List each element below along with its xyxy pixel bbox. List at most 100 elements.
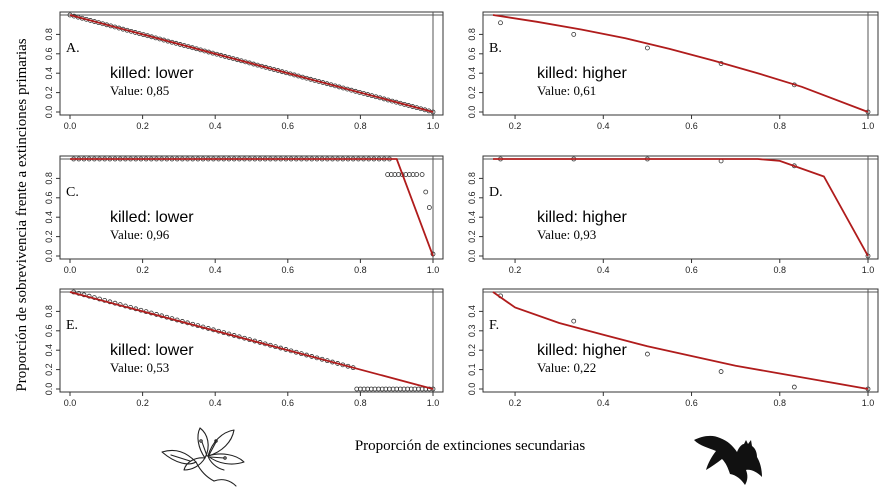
y-tick-label: 0.2 — [467, 344, 477, 357]
x-tick-label: 0.4 — [597, 121, 610, 131]
x-tick-label: 1.0 — [862, 398, 875, 408]
y-axis-label: Proporción de sobrevivencia frente a ext… — [14, 38, 30, 391]
x-tick-label: 1.0 — [862, 121, 875, 131]
y-tick-label: 0.8 — [44, 305, 54, 318]
plot-frame — [59, 288, 444, 393]
x-tick-label: 0.6 — [685, 121, 698, 131]
x-tick-label: 0.2 — [136, 265, 149, 275]
y-tick-label: 0.6 — [467, 192, 477, 205]
y-tick-label: 0.8 — [467, 172, 477, 185]
x-tick-label: 0.8 — [354, 265, 367, 275]
panel-f: 0.2 0.4 0.6 0.8 1.0 0.0 0.1 0.2 0.3 0.4 F. killed: … — [467, 288, 879, 408]
killed-label: killed: lower — [110, 342, 194, 359]
data-point — [571, 32, 577, 37]
y-tick-label: 0.6 — [44, 192, 54, 205]
fit-curve — [69, 291, 434, 390]
data-point — [791, 384, 797, 390]
killed-label: killed: lower — [110, 65, 194, 82]
x-tick-label: 1.0 — [862, 265, 875, 275]
y-tick-label: 0.2 — [44, 363, 54, 376]
y-tick-label: 0.0 — [44, 383, 54, 396]
data-point — [645, 351, 650, 357]
data-point — [426, 205, 432, 210]
y-tick-label: 0.1 — [467, 363, 477, 376]
value-label: Value: 0,53 — [110, 360, 169, 375]
plot-frame — [482, 155, 879, 260]
y-tick-label: 0.2 — [44, 230, 54, 243]
x-tick-label: 0.2 — [509, 398, 522, 408]
data-point — [430, 251, 436, 257]
y-tick-label: 0.4 — [44, 67, 54, 80]
x-axis-label: Proporción de extinciones secundarias — [355, 438, 586, 454]
x-tick-label: 0.6 — [685, 398, 698, 408]
y-tick-label: 0.3 — [467, 325, 477, 338]
x-tick-label: 0.4 — [597, 398, 610, 408]
panel-c: 0.0 0.2 0.4 0.6 0.8 1.0 0.0 0.2 0.4 0.6 0.8 C. kille… — [44, 155, 444, 275]
value-label: Value: 0,22 — [537, 360, 596, 375]
plot-frame — [482, 288, 879, 393]
panel-letter: E. — [66, 318, 78, 333]
value-label: Value: 0,61 — [537, 83, 596, 98]
x-tick-label: 1.0 — [427, 398, 440, 408]
x-tick-label: 0.2 — [509, 121, 522, 131]
killed-label: killed: higher — [537, 209, 628, 226]
y-tick-label: 0.8 — [44, 172, 54, 185]
y-tick-label: 0.8 — [467, 28, 477, 41]
data-point — [498, 20, 503, 26]
fit-curve — [492, 14, 869, 113]
y-tick-label: 0.4 — [44, 211, 54, 224]
data-point — [423, 189, 429, 195]
killed-label: killed: higher — [537, 342, 628, 359]
panel-letter: F. — [489, 318, 499, 333]
panel-letter: D. — [489, 185, 503, 200]
bat-icon — [694, 435, 762, 485]
x-tick-label: 0.4 — [597, 265, 610, 275]
y-tick-label: 0.0 — [44, 250, 54, 263]
y-tick-label: 0.0 — [44, 106, 54, 119]
data-point — [645, 45, 650, 51]
x-tick-label: 1.0 — [427, 265, 440, 275]
y-tick-label: 0.4 — [467, 305, 477, 318]
value-label: Value: 0,85 — [110, 83, 169, 98]
x-tick-label: 0.4 — [209, 398, 222, 408]
x-tick-label: 0.8 — [774, 398, 787, 408]
y-tick-label: 0.4 — [467, 211, 477, 224]
killed-label: killed: higher — [537, 65, 628, 82]
data-point — [419, 172, 425, 177]
plot-frame — [59, 155, 444, 260]
y-tick-label: 0.4 — [44, 344, 54, 357]
flower-icon — [161, 427, 245, 487]
y-tick-label: 0.2 — [467, 230, 477, 243]
fit-curve — [69, 14, 434, 113]
y-tick-label: 0.0 — [467, 383, 477, 396]
panel-d: 0.2 0.4 0.6 0.8 1.0 0.0 0.2 0.4 0.6 0.8 D. killed: … — [467, 155, 879, 275]
x-tick-label: 0.8 — [774, 121, 787, 131]
y-tick-label: 0.6 — [44, 325, 54, 338]
x-tick-label: 0.4 — [209, 121, 222, 131]
plot-frame — [59, 11, 444, 116]
x-tick-label: 0.2 — [509, 265, 522, 275]
x-tick-label: 0.2 — [136, 398, 149, 408]
y-tick-label: 0.6 — [44, 48, 54, 61]
x-tick-label: 0.4 — [209, 265, 222, 275]
data-point — [571, 318, 577, 324]
panel-letter: B. — [489, 41, 502, 56]
panel-letter: A. — [66, 41, 80, 56]
y-tick-label: 0.2 — [467, 86, 477, 99]
panel-a: 0.0 0.2 0.4 0.6 0.8 1.0 0.0 0.2 0.4 0.6 0.8 A. kille… — [44, 11, 444, 131]
x-tick-label: 0.0 — [64, 265, 77, 275]
plot-frame — [482, 11, 879, 116]
fit-curve — [492, 291, 869, 390]
panel-b: 0.2 0.4 0.6 0.8 1.0 0.0 0.2 0.4 0.6 0.8 B. killed: … — [467, 11, 879, 131]
y-tick-label: 0.0 — [467, 106, 477, 119]
x-tick-label: 0.6 — [282, 121, 295, 131]
value-label: Value: 0,96 — [110, 227, 170, 242]
panel-letter: C. — [66, 185, 79, 200]
panel-e: 0.0 0.2 0.4 0.6 0.8 1.0 0.0 0.2 0.4 0.6 0.8 E. kille… — [44, 288, 444, 408]
x-tick-label: 1.0 — [427, 121, 440, 131]
x-tick-label: 0.8 — [354, 121, 367, 131]
killed-label: killed: lower — [110, 209, 194, 226]
x-tick-label: 0.8 — [774, 265, 787, 275]
x-tick-label: 0.6 — [685, 265, 698, 275]
